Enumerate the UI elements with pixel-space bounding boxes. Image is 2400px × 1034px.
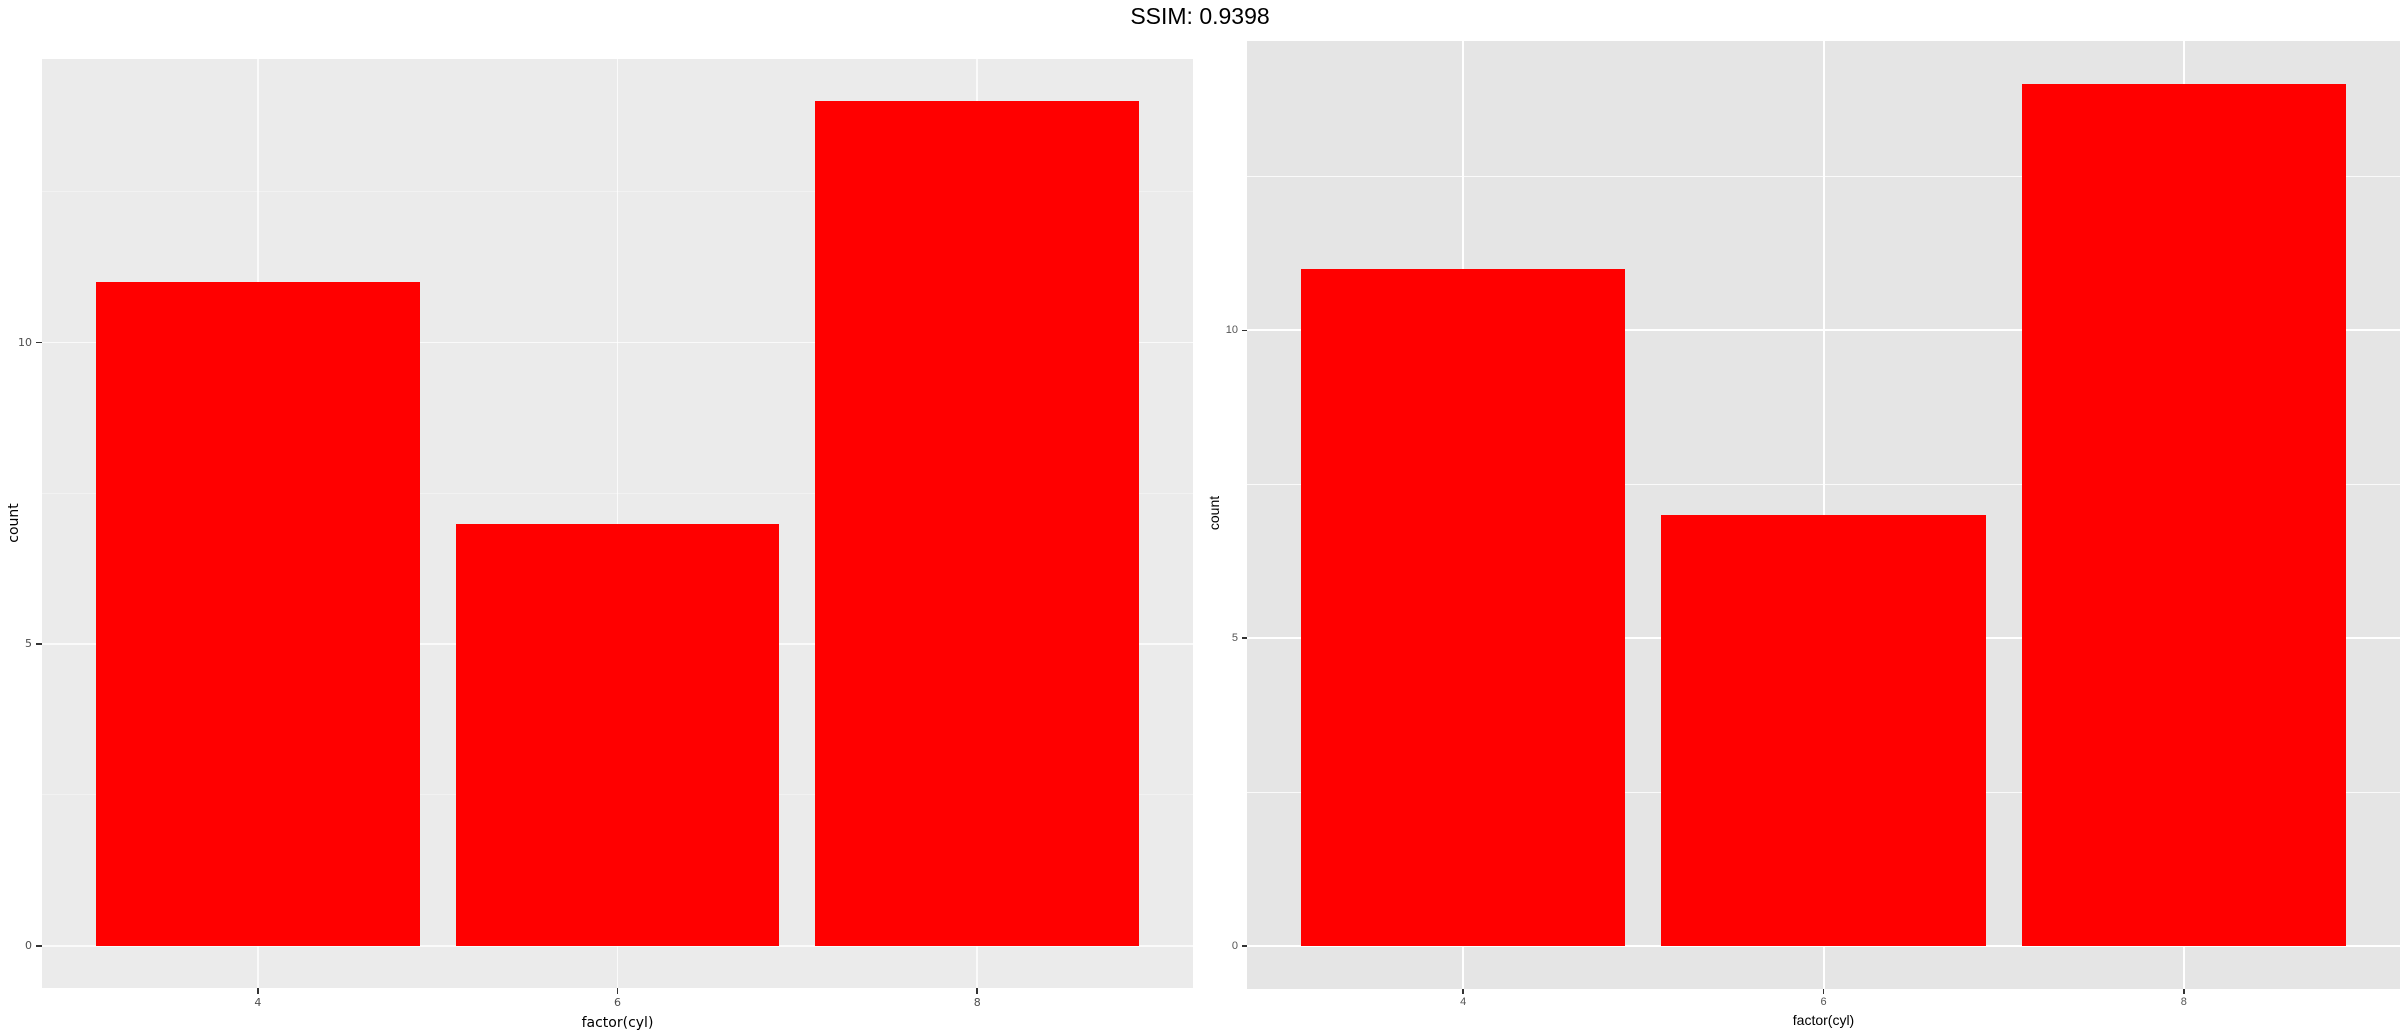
y-tick-mark [1242,329,1247,332]
y-tick-label: 10 [1225,324,1238,337]
plot-panel [42,59,1193,988]
x-tick-label: 4 [254,996,262,1009]
x-tick-mark [257,988,259,994]
x-tick-mark [616,988,619,994]
y-tick-label: 5 [25,637,32,651]
bar-cyl-8 [2021,84,2346,946]
x-tick-label: 6 [1820,996,1827,1008]
y-tick-label: 0 [1231,939,1238,952]
page-title: SSIM: 0.9398 [1130,3,1270,29]
bar-cyl-8 [815,101,1140,946]
x-axis-title-right: factor(cyl) [1792,1012,1855,1028]
plot-panel [1247,41,2400,989]
y-tick-label: 5 [1231,632,1238,645]
bar-cyl-6 [455,523,780,946]
y-tick-label: 10 [18,335,32,349]
y-axis-title-left: count [6,503,22,543]
x-axis-title-left: factor(cyl) [581,1015,654,1031]
bar-cyl-4 [1301,268,1626,946]
y-tick-mark [1242,945,1247,947]
y-tick-label: 0 [25,938,32,952]
y-tick-mark [36,341,42,344]
x-tick-label: 6 [614,996,621,1009]
bar-cyl-4 [95,282,420,946]
y-tick-mark [36,643,42,645]
y-tick-mark [1242,637,1247,639]
x-tick-label: 8 [973,996,981,1009]
x-tick-label: 4 [1460,996,1467,1008]
x-tick-label: 8 [2180,996,2187,1008]
x-tick-mark [2183,989,2185,994]
bar-cyl-6 [1661,515,1986,946]
x-tick-mark [976,988,978,994]
x-tick-mark [1822,989,1825,994]
x-tick-mark [1462,989,1464,994]
y-tick-mark [36,945,42,947]
y-axis-title-right: count [1206,495,1222,531]
